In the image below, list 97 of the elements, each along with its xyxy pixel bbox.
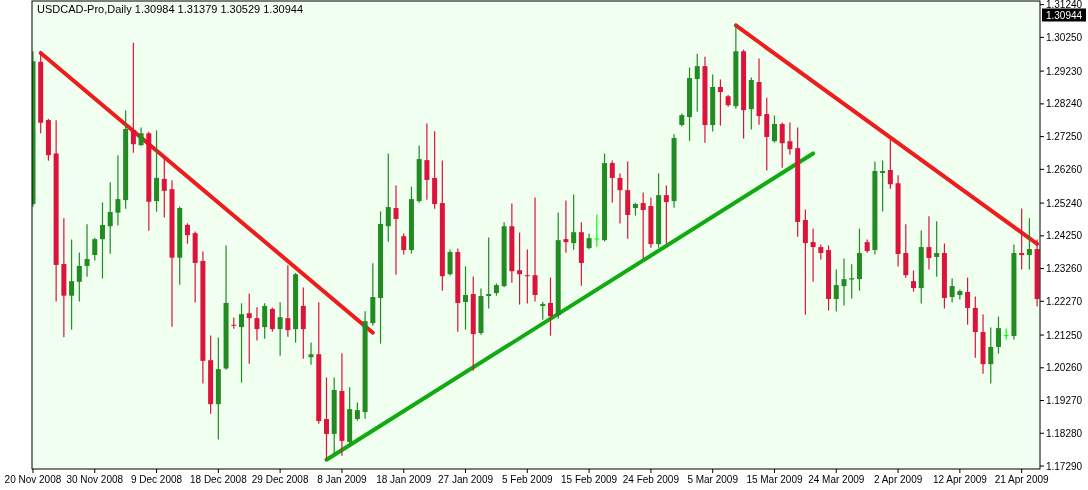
candlestick: [841, 258, 847, 306]
candlestick: [246, 293, 252, 364]
candlestick: [401, 233, 407, 255]
candlestick: [771, 115, 777, 143]
candlestick: [887, 139, 893, 189]
candlestick: [532, 197, 538, 302]
y-tick-label: 1.30250: [1045, 31, 1083, 43]
candlestick: [779, 122, 785, 168]
candlestick: [115, 155, 121, 226]
candlestick: [130, 42, 136, 153]
candlestick: [254, 307, 260, 341]
y-tick-label: 1.23260: [1045, 263, 1083, 275]
candlestick: [949, 278, 955, 303]
candlestick: [965, 277, 971, 325]
candlestick: [617, 173, 623, 224]
x-tick-label: 21 Apr 2009: [994, 474, 1050, 485]
y-tick-label: 1.24250: [1045, 230, 1083, 242]
candlestick: [594, 214, 600, 247]
candlestick: [571, 194, 577, 250]
y-tick-label: 1.19270: [1045, 395, 1083, 407]
y-tick-label: 1.25240: [1045, 197, 1083, 209]
y-tick-label: 1.22270: [1045, 295, 1083, 307]
x-tick-label: 30 Nov 2008: [66, 474, 124, 485]
candlestick: [810, 228, 816, 282]
x-tick-label: 20 Nov 2008: [4, 474, 62, 485]
candlestick: [926, 216, 932, 270]
candlestick: [99, 202, 105, 279]
x-tick-label: 24 Mar 2009: [808, 474, 865, 485]
candlestick: [1019, 208, 1025, 270]
candlestick: [802, 209, 808, 315]
candlestick: [517, 232, 523, 305]
candlestick: [717, 79, 723, 126]
candlestick: [486, 237, 492, 309]
candlestick: [934, 221, 940, 277]
candlestick: [385, 153, 391, 242]
candlestick: [161, 156, 167, 218]
candlestick: [1026, 218, 1032, 270]
candlestick: [764, 97, 770, 171]
candlestick: [880, 160, 886, 212]
candlestick: [547, 277, 553, 336]
candlestick: [640, 192, 646, 259]
x-tick-label: 12 Apr 2009: [932, 474, 988, 485]
x-tick-label: 8 Jan 2009: [317, 474, 368, 485]
candlestick: [524, 249, 530, 304]
x-tick-label: 2 Apr 2009: [873, 474, 923, 485]
text: 1.30944: [1045, 9, 1083, 21]
candlestick: [663, 185, 669, 244]
candlestick: [323, 377, 329, 460]
y-tick-label: 1.21250: [1045, 329, 1083, 341]
candlestick: [833, 269, 839, 312]
x-tick-label: 15 Feb 2009: [561, 474, 618, 485]
y-tick-label: 1.18280: [1045, 427, 1083, 439]
x-tick-label: 29 Dec 2008: [251, 474, 309, 485]
y-tick-label: 1.26260: [1045, 163, 1083, 175]
y-tick-label: 1.31240: [1045, 0, 1083, 11]
x-tick-label: 15 Mar 2009: [746, 474, 803, 485]
x-tick-label: 24 Feb 2009: [622, 474, 680, 485]
candlestick: [787, 122, 793, 155]
chart-title: USDCAD-Pro,Daily 1.30984 1.31379 1.30529 1.30944: [37, 3, 304, 15]
candlestick: [277, 302, 283, 356]
candlestick: [69, 239, 75, 330]
candlestick: [957, 289, 963, 300]
candlestick: [447, 249, 453, 276]
candlestick: [84, 224, 90, 277]
candlestick: [393, 185, 399, 275]
y-tick-label: 1.20260: [1045, 362, 1083, 374]
candlestick: [903, 224, 909, 278]
x-tick-label: 27 Jan 2009: [437, 474, 494, 485]
candlestick: [184, 223, 190, 244]
candlestick: [911, 270, 917, 292]
candlestick: [1003, 328, 1009, 340]
candlestick: [308, 342, 314, 365]
y-tick-label: 1.17290: [1045, 460, 1083, 472]
candlestick: [239, 303, 245, 383]
candlestick: [285, 265, 291, 337]
candlestick: [107, 182, 113, 254]
candlestick: [92, 237, 98, 261]
candlestick: [262, 303, 268, 339]
x-tick-label: 18 Jan 2009: [376, 474, 432, 485]
candlestick: [269, 307, 275, 332]
y-tick-label: 1.29230: [1045, 65, 1083, 77]
x-tick-label: 5 Mar 2009: [687, 474, 739, 485]
candlestick: [76, 252, 82, 302]
candlestick: [995, 316, 1001, 354]
y-tick-label: 1.27250: [1045, 131, 1083, 143]
candlestick: [563, 200, 569, 253]
y-tick-label: 1.28240: [1045, 98, 1083, 110]
candlestick: [988, 327, 994, 384]
candlestick: [300, 287, 306, 359]
candlestick: [609, 160, 615, 203]
candlestick: [694, 53, 700, 112]
candlestick: [463, 266, 469, 330]
candlestick: [424, 123, 430, 200]
candlestick: [154, 130, 160, 212]
x-tick-label: 9 Dec 2008: [130, 474, 183, 485]
x-tick-label: 5 Feb 2009: [502, 474, 554, 485]
x-tick-label: 18 Dec 2008: [189, 474, 248, 485]
